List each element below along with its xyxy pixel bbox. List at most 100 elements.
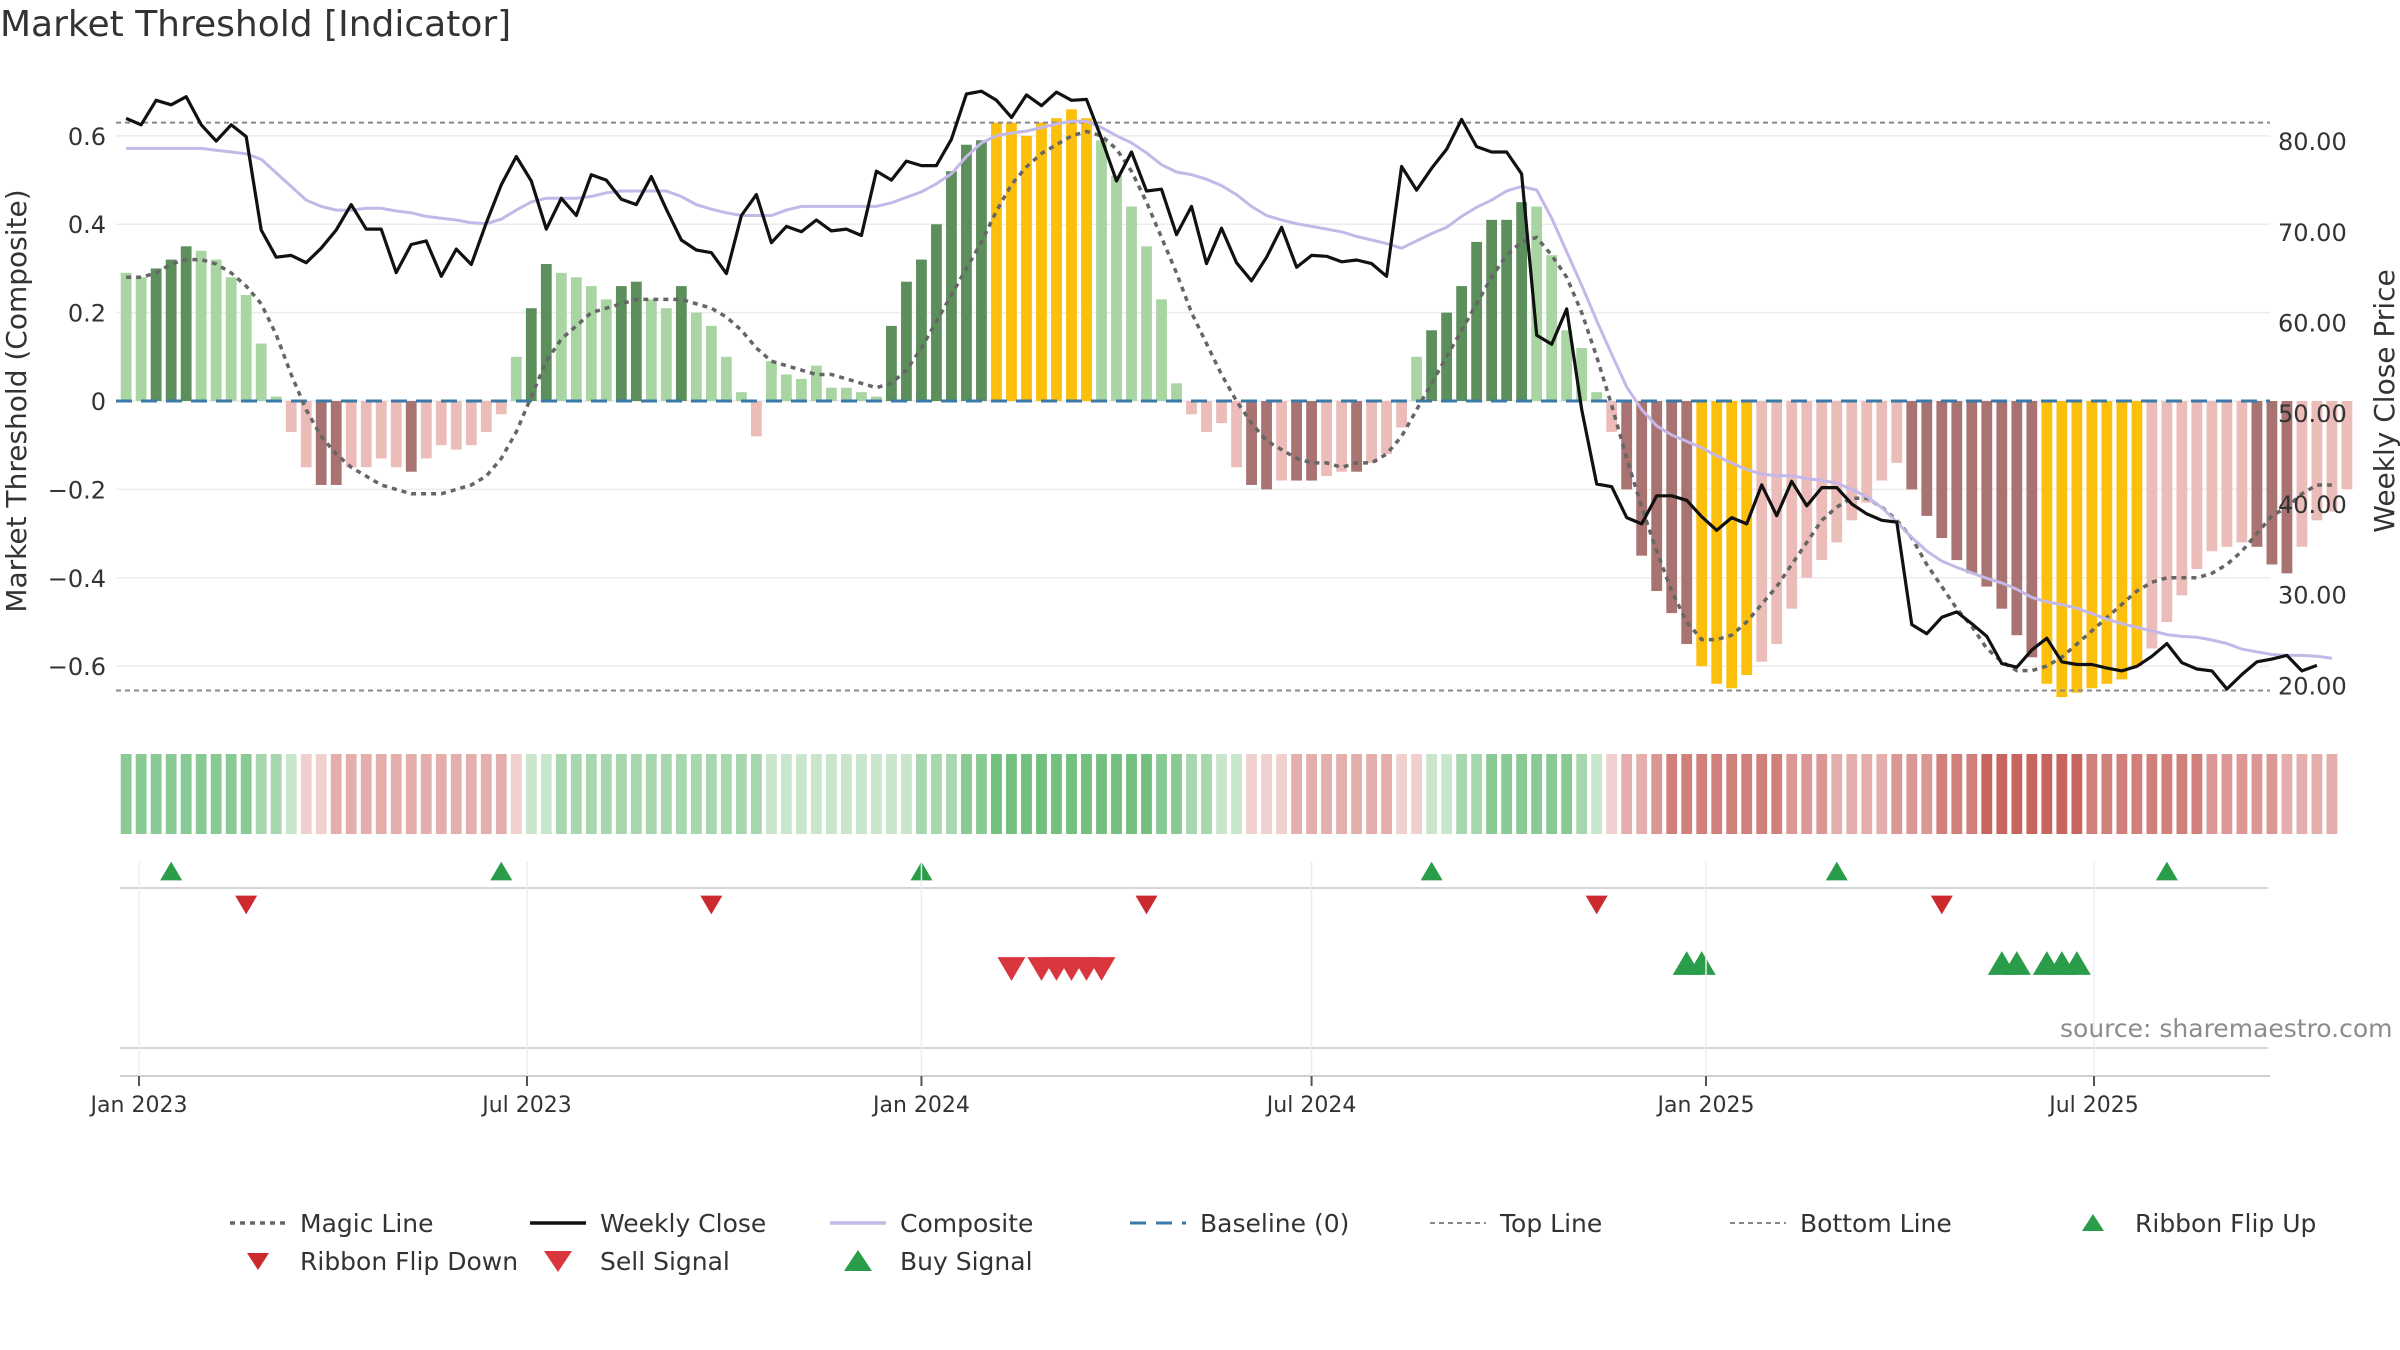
ribbon-cell (2071, 754, 2083, 834)
legend-label: Ribbon Flip Up (2135, 1208, 2317, 1238)
ribbon-cell (1681, 754, 1693, 834)
composite-bar (270, 396, 282, 401)
y-left-tick-label: −0.2 (48, 476, 106, 504)
composite-bar (1021, 135, 1032, 401)
legend-item: Baseline (0) (1130, 1205, 1349, 1241)
y-left-tick-label: −0.6 (48, 653, 106, 681)
y-left-tick-label: 0.6 (68, 123, 106, 151)
composite-bar (1141, 246, 1152, 401)
composite-bar (1936, 401, 1948, 538)
ribbon-cell (1186, 754, 1197, 834)
composite-bar (765, 361, 777, 401)
composite-bar (1741, 401, 1753, 675)
ribbon-cell (1291, 754, 1302, 834)
ribbon-cell (1756, 754, 1768, 834)
ribbon-cell (1006, 754, 1017, 834)
composite-bar (2161, 401, 2173, 622)
composite-bar (1156, 299, 1167, 401)
ribbon-cell (2191, 754, 2203, 834)
legend-label: Ribbon Flip Down (300, 1246, 519, 1276)
y-left-tick-label: −0.4 (48, 565, 106, 593)
composite-bar (480, 401, 492, 432)
ribbon-flip-up-marker (160, 861, 183, 881)
ribbon-cell (405, 754, 417, 834)
y-right-tick-label: 50.00 (2278, 400, 2347, 428)
buy-signal-marker (2002, 951, 2031, 975)
sell-signal-marker (1087, 957, 1116, 981)
composite-bar (2296, 401, 2308, 547)
ribbon-cell (1876, 754, 1888, 834)
ribbon-cell (360, 754, 372, 834)
legend-label: Baseline (0) (1200, 1208, 1350, 1238)
ribbon-cell (720, 754, 732, 834)
ribbon-cell (1696, 754, 1708, 834)
ribbon-cell (2206, 754, 2218, 834)
composite-bar (2131, 401, 2143, 667)
ribbon-cell (765, 754, 777, 834)
ribbon-cell (1366, 754, 1377, 834)
ribbon-cell (1861, 754, 1873, 834)
ribbon-cell (2281, 754, 2293, 834)
ribbon-cell (2266, 754, 2278, 834)
composite-bar (1396, 401, 1408, 428)
composite-bar (2191, 401, 2203, 569)
composite-bar (2311, 401, 2323, 521)
x-tick-label: Jul 2025 (2047, 1093, 2139, 1118)
ribbon-flip-down-marker (1930, 895, 1953, 915)
composite-bar (1786, 401, 1798, 609)
ribbon-cell (2311, 754, 2323, 834)
composite-bar (525, 308, 537, 401)
composite-bar (750, 401, 762, 437)
ribbon-cell (330, 754, 342, 834)
composite-bar (840, 387, 852, 401)
ribbon-cell (285, 754, 297, 834)
composite-bar (1471, 241, 1483, 401)
ribbon-cell (615, 754, 627, 834)
ribbon-cell (390, 754, 402, 834)
ribbon-cell (150, 754, 162, 834)
source-note: source: sharemaestro.com (2060, 1014, 2393, 1043)
composite-bar (735, 392, 747, 401)
legend-swatch-icon (530, 1221, 586, 1225)
ribbon-cell (315, 754, 327, 834)
composite-bar (585, 286, 597, 401)
composite-bar (2146, 401, 2158, 649)
composite-bar (976, 140, 987, 401)
composite-bar (780, 374, 792, 401)
ribbon-cell (210, 754, 222, 834)
composite-bar (1366, 401, 1377, 463)
y-right-tick-label: 70.00 (2278, 219, 2347, 247)
composite-bar (225, 277, 237, 401)
ribbon-cell (780, 754, 792, 834)
composite-bar (150, 268, 162, 401)
composite-bar (465, 401, 477, 446)
composite-bar (1201, 401, 1212, 432)
ribbon-cell (946, 754, 957, 834)
ribbon-flip-up-marker (490, 861, 513, 881)
composite-bar (1051, 118, 1062, 402)
y-right-tick-label: 60.00 (2278, 310, 2347, 338)
legend-item: Magic Line (230, 1205, 434, 1241)
ribbon-cell (480, 754, 492, 834)
sell-signal-marker (997, 957, 1026, 981)
ribbon-cell (255, 754, 267, 834)
composite-bar (495, 401, 507, 415)
ribbon-cell (750, 754, 762, 834)
ribbon-cell (1306, 754, 1317, 834)
composite-bar (1516, 202, 1528, 401)
composite-bar (2206, 401, 2218, 552)
legend-label: Buy Signal (900, 1246, 1033, 1276)
ribbon-cell (135, 754, 147, 834)
legend-label: Weekly Close (600, 1208, 767, 1238)
composite-bar (1426, 330, 1438, 401)
composite-bar (2266, 401, 2278, 565)
ribbon-cell (675, 754, 687, 834)
x-tick-label: Jul 2024 (1265, 1093, 1357, 1118)
composite-line (126, 119, 2333, 660)
ribbon-cell (1426, 754, 1438, 834)
ribbon-cell (555, 754, 567, 834)
ribbon-cell (270, 754, 282, 834)
ribbon-cell (1546, 754, 1558, 834)
ribbon-cell (1276, 754, 1287, 834)
x-tick-label: Jan 2023 (89, 1093, 188, 1118)
